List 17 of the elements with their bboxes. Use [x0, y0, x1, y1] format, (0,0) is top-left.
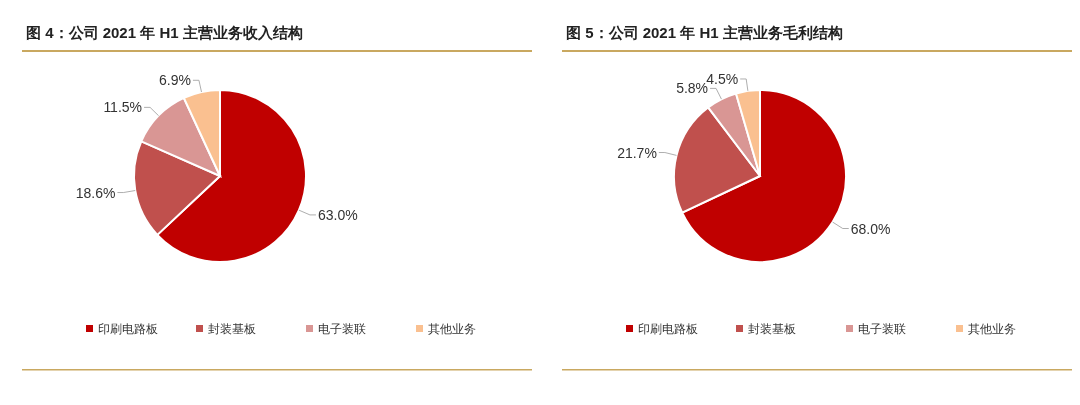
- legend-label: 电子装联: [858, 322, 906, 336]
- legend-label: 电子装联: [318, 322, 366, 336]
- data-label: 21.7%: [617, 144, 657, 161]
- data-label: 18.6%: [75, 184, 116, 201]
- legend-label: 其他业务: [428, 322, 476, 336]
- data-label: 6.9%: [159, 72, 191, 89]
- legend-label: 封装基板: [748, 322, 796, 336]
- chart-title: 图 4：公司 2021 年 H1 主营业务收入结构: [26, 24, 303, 41]
- data-label: 11.5%: [103, 99, 143, 116]
- data-label: 63.0%: [317, 206, 358, 223]
- legend-label: 印刷电路板: [638, 322, 698, 336]
- legend-label: 封装基板: [208, 322, 256, 336]
- chart-title: 图 5：公司 2021 年 H1 主营业务毛利结构: [566, 24, 843, 41]
- legend-label: 印刷电路板: [98, 322, 158, 336]
- legend-label: 其他业务: [968, 322, 1016, 336]
- data-label: 68.0%: [850, 220, 891, 237]
- data-label: 4.5%: [706, 70, 739, 87]
